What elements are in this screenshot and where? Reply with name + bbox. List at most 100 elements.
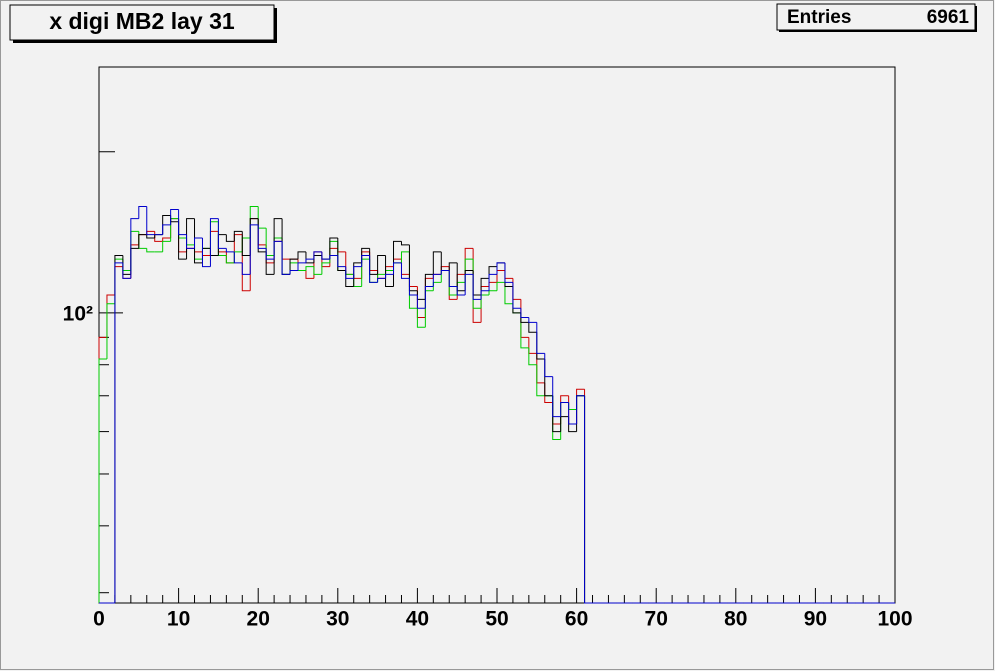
histogram-bin (162, 224, 171, 235)
histogram-bin (297, 251, 306, 260)
histogram-bin (504, 282, 513, 305)
histogram-bin (265, 248, 275, 260)
x-tick-label: 30 (326, 608, 349, 631)
histogram-bin (249, 224, 259, 275)
x-tick-label: 0 (93, 608, 105, 631)
histogram-bin (400, 262, 410, 279)
histogram-bin (536, 322, 545, 354)
histogram-bin (241, 231, 251, 256)
histogram-bin (536, 364, 545, 397)
histogram-bin (114, 262, 123, 603)
histogram-bin (281, 241, 291, 275)
histogram-bin (201, 238, 211, 268)
histogram-bin (345, 266, 354, 279)
histogram-bin (448, 270, 458, 288)
histogram-bin (178, 209, 187, 236)
histogram-bin (146, 206, 155, 236)
histogram-bin (377, 277, 386, 283)
histogram-bin (480, 290, 490, 300)
histogram-bin (321, 262, 330, 275)
chart-title: x digi MB2 lay 31 (49, 8, 235, 34)
x-tick-label: 20 (247, 608, 270, 631)
histogram-bin (194, 218, 203, 264)
histogram-bin (241, 262, 251, 275)
x-tick-label: 90 (804, 608, 827, 631)
histogram-bin (305, 266, 314, 271)
histogram-bin (209, 218, 219, 267)
histogram-bin (416, 294, 426, 309)
histogram-bin (440, 269, 450, 275)
histogram-bin (528, 322, 537, 333)
histogram-bin (584, 395, 593, 604)
stats-label: Entries (787, 7, 851, 28)
histogram-bin (98, 358, 107, 603)
histogram-bin (385, 255, 394, 288)
histogram-bin (480, 277, 490, 295)
histogram-bin (106, 303, 115, 359)
histogram-bin (424, 286, 434, 309)
histogram-bin (456, 286, 466, 296)
histogram-bin (138, 206, 147, 219)
histogram-bin (576, 395, 585, 424)
histogram-bin (377, 254, 386, 275)
histogram-bin (130, 218, 139, 279)
histogram-bin (337, 238, 346, 271)
histogram-bin (289, 258, 298, 275)
histogram-bin (520, 312, 529, 349)
title-box (9, 4, 275, 41)
histogram-bin (393, 262, 402, 275)
stats-box (776, 3, 976, 31)
histogram-bin (225, 255, 235, 264)
histogram-bin (122, 262, 131, 279)
histogram-bin (162, 240, 171, 252)
histogram-bin (225, 248, 235, 253)
x-tick-label: 70 (645, 608, 668, 631)
histogram-bin (233, 251, 243, 264)
histogram-bin (289, 269, 298, 275)
histogram-bin (400, 251, 410, 263)
y-tick-label: 10² (63, 302, 93, 325)
plot-frame (98, 66, 896, 604)
histogram-bin (233, 230, 243, 242)
histogram-bin (544, 353, 553, 378)
histogram-bin (170, 209, 179, 225)
histogram-bin (416, 308, 426, 328)
histogram-bin (568, 402, 577, 425)
histogram-bin (432, 251, 442, 275)
histogram-bin (305, 258, 314, 263)
histogram-bin (369, 255, 378, 283)
histogram-bin (488, 273, 497, 291)
histogram-bin (313, 266, 322, 275)
histogram-bin (496, 262, 505, 275)
histogram-bin (408, 278, 418, 296)
x-tick-label: 80 (724, 608, 747, 631)
histogram-bin (257, 224, 267, 249)
histogram-bin (560, 402, 569, 417)
x-tick-label: 10 (167, 608, 190, 631)
histogram-bin (361, 254, 370, 267)
x-tick-label: 40 (406, 608, 429, 631)
histogram-bin (194, 237, 203, 249)
histogram-bin (448, 262, 458, 271)
histogram-bin (552, 376, 561, 418)
histogram-bin (472, 274, 482, 300)
histogram-bin (146, 234, 155, 239)
histogram-bin (329, 254, 338, 260)
histogram-bin (504, 262, 513, 283)
histogram-bin (528, 317, 537, 323)
histogram-bin (337, 255, 346, 268)
histogram-bin (225, 234, 235, 242)
histogram-bin (138, 234, 147, 249)
stats-value: 6961 (927, 7, 970, 28)
histogram-bin (512, 282, 521, 309)
histogram-bin (162, 237, 171, 242)
histogram-bin (321, 251, 330, 260)
histogram-bin (146, 248, 155, 253)
histogram-bin (329, 237, 338, 260)
histogram-bin (273, 240, 283, 260)
x-tick-label: 60 (565, 608, 588, 631)
histogram-bin (432, 273, 442, 287)
histogram-bin (496, 281, 505, 291)
histogram-bin (305, 270, 314, 279)
